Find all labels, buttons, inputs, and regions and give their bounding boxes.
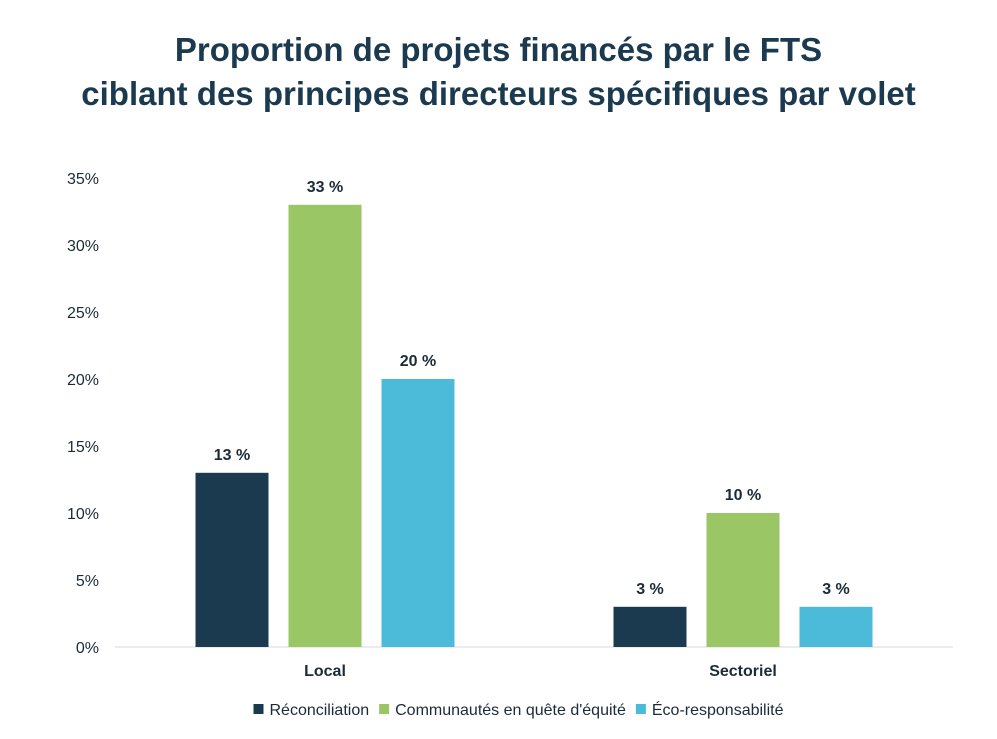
y-tick-label: 20% [67, 372, 99, 389]
legend-label: Éco-responsabilité [652, 700, 784, 719]
y-tick-label: 10% [67, 506, 99, 523]
y-tick-label: 0% [76, 640, 99, 657]
data-label: 33 % [307, 179, 343, 196]
chart-title-line-2: ciblant des principes directeurs spécifi… [81, 75, 916, 112]
data-label: 3 % [636, 581, 664, 598]
y-tick-label: 15% [67, 439, 99, 456]
legend-label: Communautés en quête d'équité [395, 702, 626, 719]
y-tick-label: 5% [76, 573, 99, 590]
x-category-label: Sectoriel [709, 663, 777, 680]
legend-swatch [635, 704, 646, 714]
data-label: 13 % [214, 447, 250, 464]
data-label: 3 % [822, 581, 850, 598]
data-label: 20 % [400, 353, 436, 370]
legend-swatch [379, 704, 390, 714]
chart-title: Proportion de projets financés par le FT… [0, 28, 997, 116]
bar-sectoriel-0 [613, 606, 687, 647]
chart-title-line-1: Proportion de projets financés par le FT… [174, 31, 823, 68]
legend-label: Réconciliation [270, 702, 370, 719]
bar-local-0 [195, 472, 269, 647]
data-label: 10 % [725, 487, 761, 504]
legend-swatch [253, 704, 264, 714]
y-tick-label: 25% [67, 305, 99, 322]
bar-local-1 [288, 204, 362, 648]
bar-local-2 [381, 379, 455, 647]
x-category-label: Local [304, 663, 346, 680]
y-tick-label: 35% [67, 171, 99, 188]
bar-sectoriel-2 [799, 606, 873, 647]
bar-sectoriel-1 [706, 513, 780, 647]
y-tick-label: 30% [67, 238, 99, 255]
